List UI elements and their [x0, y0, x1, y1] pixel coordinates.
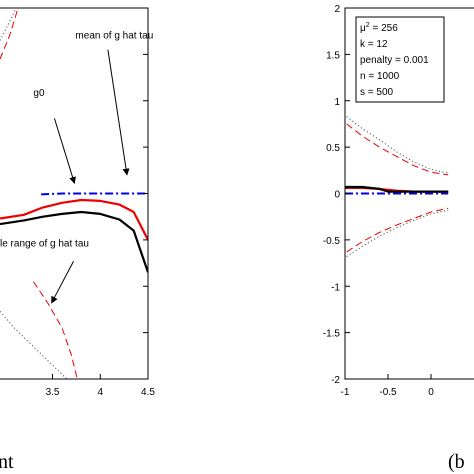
left-axis-ticks: 3.5 4 4.5: [46, 53, 155, 398]
left-series-black-dotted-upper: [0, 8, 17, 41]
parameter-info-box: μ2 = 256 k = 12 penalty = 0.001 n = 1000…: [355, 16, 445, 103]
info-mu-symbol: μ: [360, 23, 366, 34]
right-y-tick-label: 0.5: [326, 143, 340, 154]
info-line-s: s = 500: [360, 87, 394, 98]
right-panel: -1 -0.5 021.510.50-0.5-1-1.5-2 μ2 = 256 k …: [323, 4, 474, 473]
info-line-n: n = 1000: [360, 71, 400, 82]
right-x-tick-label: -1: [341, 387, 350, 398]
info-mu-exponent: 2: [366, 22, 370, 29]
left-series-group: [0, 8, 148, 379]
right-series-black-solid: [345, 185, 449, 193]
left-x-tick-label: 3.5: [46, 387, 60, 398]
right-y-tick-label: 1: [334, 97, 340, 108]
right-y-tick-label: -0.5: [323, 236, 341, 247]
left-panel-caption: nt: [0, 451, 14, 473]
left-annotation-arrow: [53, 118, 76, 184]
left-series-mean: [41, 192, 148, 196]
left-annotation-arrow: [51, 260, 74, 304]
right-series-red-dashed-lower: [346, 207, 449, 253]
left-panel: 3.5 4 4.5 mean of g hat tau g0 le range of g…: [0, 7, 155, 473]
left-series-black-solid: [0, 210, 148, 273]
right-y-tick-label: -2: [331, 375, 340, 386]
right-series-black-dotted-upper: [346, 116, 449, 174]
right-axis-ticks: -1 -0.5 0 2 1.5 1 0.5 0 -0.5 -1 -1.5 -2: [323, 4, 434, 398]
left-annotation-label: g0: [33, 88, 45, 99]
right-x-tick-label: -0.5: [379, 387, 397, 398]
right-x-tick-label: 0: [428, 387, 434, 398]
right-panel-caption: (b: [448, 451, 465, 473]
info-line-k: k = 12: [360, 39, 388, 50]
right-series-group: [345, 116, 449, 258]
info-box-border: [355, 16, 445, 103]
right-y-tick-label: 1.5: [326, 50, 340, 61]
right-y-tick-label: 0: [334, 190, 340, 201]
left-annotation-label: le range of g hat tau: [0, 238, 89, 249]
right-y-tick-label: -1.5: [323, 329, 341, 340]
left-x-tick-label: 4: [97, 387, 103, 398]
left-series-red-solid: [0, 198, 148, 241]
left-annotations: mean of g hat tau g0 le range of g hat tau: [0, 31, 153, 304]
right-series-black-dotted-lower: [346, 209, 449, 258]
right-y-tick-label: -1: [331, 282, 340, 293]
info-mu-value: = 256: [370, 23, 399, 34]
left-series-black-dotted-lower: [0, 310, 68, 379]
left-annotation-arrow: [107, 49, 130, 176]
right-series-red-dashed-upper: [346, 123, 449, 176]
left-series-red-dashed-upper: [0, 8, 19, 60]
left-annotation-label: mean of g hat tau: [75, 31, 153, 42]
left-x-tick-label: 4.5: [141, 387, 155, 398]
info-mu-squared: μ2 = 256: [360, 22, 398, 34]
info-line-penalty: penalty = 0.001: [360, 55, 429, 66]
right-y-tick-label: 2: [334, 4, 340, 15]
left-series-red-dashed-lower: [32, 281, 78, 379]
